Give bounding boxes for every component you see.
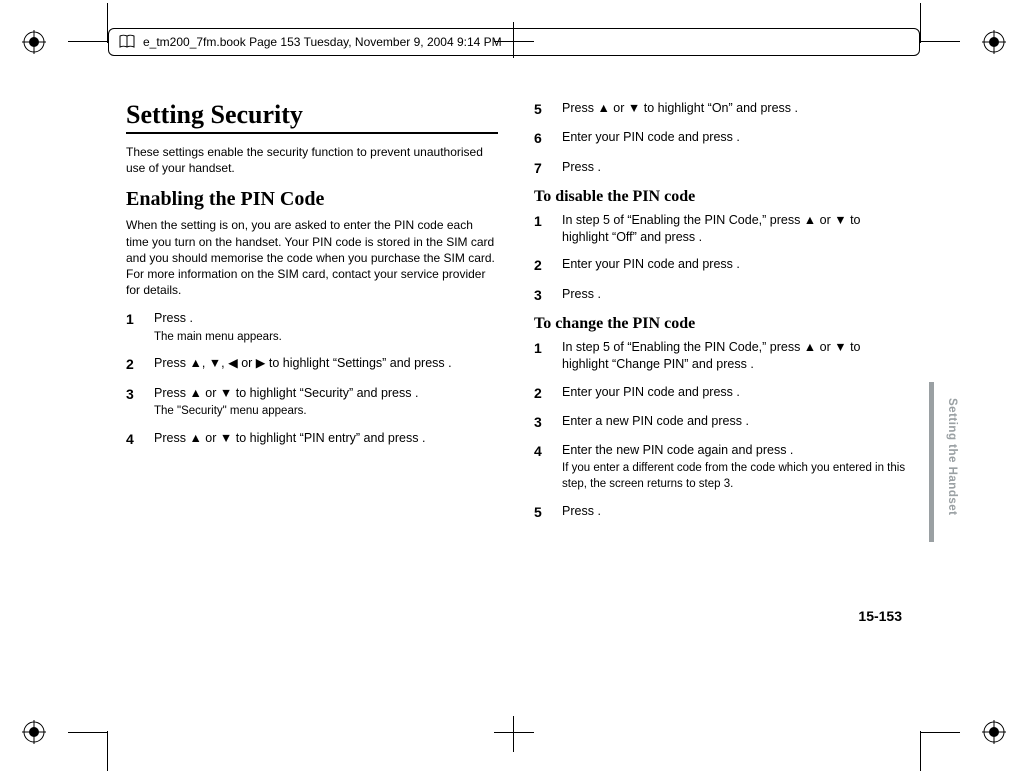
- step-number: 4: [534, 442, 548, 493]
- left-column: Setting Security These settings enable t…: [126, 100, 498, 532]
- content: Setting Security These settings enable t…: [126, 100, 906, 532]
- step-number: 3: [534, 413, 548, 432]
- right-column: 5 Press ▲ or ▼ to highlight “On” and pres…: [534, 100, 906, 532]
- step-item: 3 Enter a new PIN code and press .: [534, 413, 906, 432]
- step-body: Enter the new PIN code again and press .…: [562, 442, 906, 493]
- subsection-heading: To change the PIN code: [534, 315, 906, 333]
- section-desc: When the setting is on, you are asked to…: [126, 217, 498, 298]
- page-number: 15-153: [858, 608, 902, 624]
- step-number: 2: [534, 256, 548, 275]
- step-item: 3 Press ▲ or ▼ to highlight “Security” an…: [126, 385, 498, 420]
- side-tab-label: Setting the Handset: [946, 398, 958, 515]
- step-body: Enter your PIN code and press .: [562, 384, 906, 403]
- step-number: 6: [534, 129, 548, 148]
- section-heading: Enabling the PIN Code: [126, 188, 498, 211]
- step-item: 5 Press .: [534, 503, 906, 522]
- crop-mark: [920, 3, 921, 43]
- crop-mark: [920, 732, 960, 733]
- register-mark-bl: [22, 720, 46, 744]
- step-item: 2 Enter your PIN code and press .: [534, 384, 906, 403]
- step-body: Enter your PIN code and press .: [562, 256, 906, 275]
- step-body: In step 5 of “Enabling the PIN Code,” pr…: [562, 212, 906, 247]
- step-number: 1: [534, 339, 548, 374]
- step-body: Press .: [562, 503, 906, 522]
- step-item: 4 Press ▲ or ▼ to highlight “PIN entry” a…: [126, 430, 498, 449]
- step-item: 7 Press .: [534, 159, 906, 178]
- register-mark-tr: [982, 30, 1006, 54]
- step-item: 5 Press ▲ or ▼ to highlight “On” and pres…: [534, 100, 906, 119]
- step-body: Press .The main menu appears.: [154, 310, 498, 345]
- step-body: Enter your PIN code and press .: [562, 129, 906, 148]
- step-item: 6 Enter your PIN code and press .: [534, 129, 906, 148]
- book-icon: [119, 34, 135, 50]
- step-number: 1: [126, 310, 140, 345]
- step-item: 1 In step 5 of “Enabling the PIN Code,” p…: [534, 212, 906, 247]
- crop-mark: [513, 716, 514, 752]
- side-tab-bar: [929, 382, 934, 542]
- crop-mark: [107, 731, 108, 771]
- steps-list: 5 Press ▲ or ▼ to highlight “On” and pres…: [534, 100, 906, 178]
- step-body: Press ▲ or ▼ to highlight “Security” and…: [154, 385, 498, 420]
- page-title: Setting Security: [126, 100, 498, 134]
- step-note: The main menu appears.: [154, 330, 498, 346]
- step-number: 4: [126, 430, 140, 449]
- step-number: 2: [534, 384, 548, 403]
- step-item: 3 Press .: [534, 286, 906, 305]
- step-body: Press .: [562, 286, 906, 305]
- step-body: Press ▲ or ▼ to highlight “PIN entry” an…: [154, 430, 498, 449]
- step-body: Enter a new PIN code and press .: [562, 413, 906, 432]
- step-body: Press ▲ or ▼ to highlight “On” and press…: [562, 100, 906, 119]
- step-body: Press .: [562, 159, 906, 178]
- step-item: 1 Press .The main menu appears.: [126, 310, 498, 345]
- step-number: 5: [534, 503, 548, 522]
- doc-header: e_tm200_7fm.book Page 153 Tuesday, Novem…: [108, 28, 920, 56]
- crop-mark: [494, 732, 534, 733]
- crop-mark: [68, 732, 108, 733]
- step-number: 1: [534, 212, 548, 247]
- step-item: 4 Enter the new PIN code again and press …: [534, 442, 906, 493]
- step-number: 3: [534, 286, 548, 305]
- page: e_tm200_7fm.book Page 153 Tuesday, Novem…: [0, 0, 1028, 774]
- step-item: 2 Enter your PIN code and press .: [534, 256, 906, 275]
- intro-text: These settings enable the security funct…: [126, 144, 498, 176]
- step-note: If you enter a different code from the c…: [562, 461, 906, 493]
- steps-list: 1 Press .The main menu appears. 2 Press ▲, …: [126, 310, 498, 449]
- step-item: 1 In step 5 of “Enabling the PIN Code,” p…: [534, 339, 906, 374]
- steps-list: 1 In step 5 of “Enabling the PIN Code,” p…: [534, 339, 906, 522]
- crop-mark: [920, 41, 960, 42]
- register-mark-tl: [22, 30, 46, 54]
- step-number: 3: [126, 385, 140, 420]
- step-number: 5: [534, 100, 548, 119]
- crop-mark: [68, 41, 108, 42]
- step-number: 2: [126, 355, 140, 374]
- step-number: 7: [534, 159, 548, 178]
- doc-header-text: e_tm200_7fm.book Page 153 Tuesday, Novem…: [143, 35, 502, 49]
- step-note: The "Security" menu appears.: [154, 404, 498, 420]
- step-body: In step 5 of “Enabling the PIN Code,” pr…: [562, 339, 906, 374]
- subsection-heading: To disable the PIN code: [534, 188, 906, 206]
- step-item: 2 Press ▲, ▼, ◀ or ▶ to highlight “Settin…: [126, 355, 498, 374]
- steps-list: 1 In step 5 of “Enabling the PIN Code,” p…: [534, 212, 906, 305]
- crop-mark: [920, 731, 921, 771]
- step-body: Press ▲, ▼, ◀ or ▶ to highlight “Setting…: [154, 355, 498, 374]
- register-mark-br: [982, 720, 1006, 744]
